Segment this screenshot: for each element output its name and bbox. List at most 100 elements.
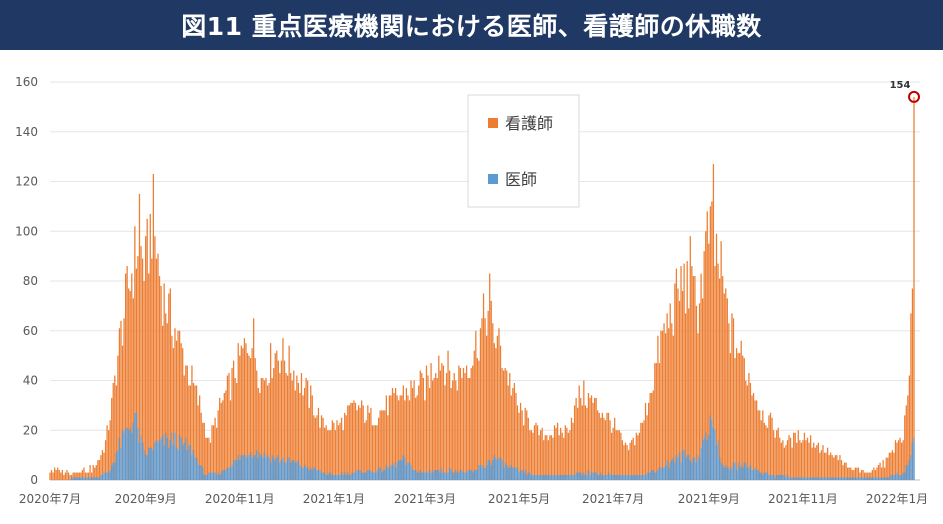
doctor-bar bbox=[495, 457, 497, 480]
nurse-bar bbox=[564, 425, 566, 480]
chart-title: 図11 重点医療機関における医師、看護師の休職数 bbox=[181, 12, 762, 41]
doctor-bar bbox=[209, 472, 212, 480]
doctor-bar bbox=[305, 467, 307, 480]
nurse-bar bbox=[857, 467, 860, 480]
x-tick-label: 2021年3月 bbox=[394, 492, 456, 506]
nurse-bar bbox=[547, 440, 549, 480]
doctor-bar bbox=[496, 460, 499, 480]
nurse-bar bbox=[788, 435, 790, 480]
nurse-bar bbox=[666, 313, 668, 480]
nurse-bar bbox=[117, 355, 119, 480]
nurse-bar bbox=[274, 353, 276, 480]
nurse-bar bbox=[351, 402, 354, 480]
nurse-bar bbox=[325, 425, 327, 480]
doctor-bar bbox=[276, 457, 278, 480]
nurse-bar bbox=[277, 360, 279, 480]
nurse-bar bbox=[197, 405, 199, 480]
nurse-bar bbox=[678, 300, 681, 480]
doctor-bar bbox=[720, 462, 722, 480]
nurse-bar bbox=[253, 318, 255, 480]
nurse-bar bbox=[709, 206, 711, 480]
nurse-bar bbox=[652, 390, 654, 480]
nurse-bar bbox=[743, 358, 745, 480]
doctor-bar bbox=[89, 477, 91, 480]
nurse-bar bbox=[901, 442, 903, 480]
doctor-bar bbox=[120, 447, 122, 480]
nurse-bar bbox=[617, 430, 619, 480]
doctor-bar bbox=[237, 455, 239, 480]
nurse-bar bbox=[671, 323, 673, 480]
nurse-bar bbox=[283, 360, 286, 480]
doctor-bar bbox=[706, 440, 708, 480]
nurse-bar bbox=[435, 373, 437, 480]
nurse-bar bbox=[834, 455, 836, 480]
nurse-bar bbox=[860, 470, 863, 480]
doctor-bar bbox=[759, 472, 761, 480]
nurse-bar bbox=[749, 382, 752, 480]
doctor-bar bbox=[271, 455, 273, 480]
nurse-bar bbox=[649, 392, 651, 480]
doctor-bar bbox=[313, 467, 315, 480]
doctor-bar bbox=[899, 475, 901, 480]
y-tick-label: 20 bbox=[23, 423, 38, 437]
doctor-bar bbox=[507, 467, 509, 480]
nurse-bar bbox=[799, 440, 801, 480]
doctor-bar bbox=[772, 475, 775, 480]
nurse-bar bbox=[175, 340, 178, 480]
doctor-bar bbox=[894, 475, 897, 480]
nurse-bar bbox=[902, 440, 904, 480]
nurse-bar bbox=[166, 323, 168, 480]
doctor-bar bbox=[836, 477, 838, 480]
nurse-bar bbox=[280, 360, 283, 480]
nurse-bar bbox=[880, 467, 883, 480]
doctor-bar bbox=[695, 462, 698, 480]
nurse-bar bbox=[95, 465, 97, 480]
doctor-bar bbox=[320, 472, 323, 480]
doctor-bar bbox=[493, 455, 495, 480]
nurse-bar bbox=[183, 375, 185, 480]
doctor-bar bbox=[285, 462, 287, 480]
doctor-bar bbox=[411, 470, 414, 480]
doctor-bar bbox=[256, 450, 258, 480]
doctor-bar bbox=[80, 477, 82, 480]
doctor-bar bbox=[603, 475, 605, 480]
nurse-bar bbox=[498, 328, 500, 480]
nurse-bar bbox=[635, 432, 637, 480]
doctor-bar bbox=[364, 472, 366, 480]
doctor-bar bbox=[715, 445, 718, 480]
y-tick-label: 160 bbox=[15, 75, 38, 89]
nurse-bar bbox=[120, 320, 122, 480]
doctor-bar bbox=[583, 472, 585, 480]
nurse-bar bbox=[288, 345, 290, 480]
doctor-bar bbox=[910, 455, 912, 480]
nurse-bar bbox=[134, 226, 136, 480]
nurse-bar bbox=[448, 370, 451, 480]
doctor-bar bbox=[728, 467, 730, 480]
doctor-bar bbox=[223, 470, 225, 480]
nurse-bar bbox=[66, 470, 68, 480]
doctor-bar bbox=[705, 432, 707, 480]
doctor-bar bbox=[729, 470, 732, 480]
doctor-bar bbox=[307, 467, 309, 480]
doctor-bar bbox=[351, 472, 354, 480]
nurse-bar bbox=[751, 395, 753, 480]
doctor-bar bbox=[498, 457, 500, 480]
nurse-bar bbox=[606, 412, 608, 480]
nurse-bar bbox=[705, 231, 707, 480]
nurse-bar bbox=[510, 395, 512, 480]
nurse-bar bbox=[418, 385, 420, 480]
doctor-bar bbox=[535, 475, 537, 480]
nurse-bar bbox=[243, 338, 246, 480]
doctor-bar bbox=[427, 472, 429, 480]
nurse-bar bbox=[180, 343, 182, 480]
doctor-bar bbox=[634, 475, 636, 480]
nurse-bar bbox=[391, 387, 394, 480]
nurse-bar bbox=[408, 400, 411, 480]
nurse-bar bbox=[384, 410, 386, 480]
nurse-bar bbox=[760, 420, 762, 480]
doctor-bar bbox=[734, 462, 736, 480]
doctor-bar bbox=[711, 420, 713, 480]
nurse-bar bbox=[746, 385, 749, 480]
nurse-bar bbox=[502, 370, 505, 480]
nurse-bar bbox=[873, 467, 875, 480]
